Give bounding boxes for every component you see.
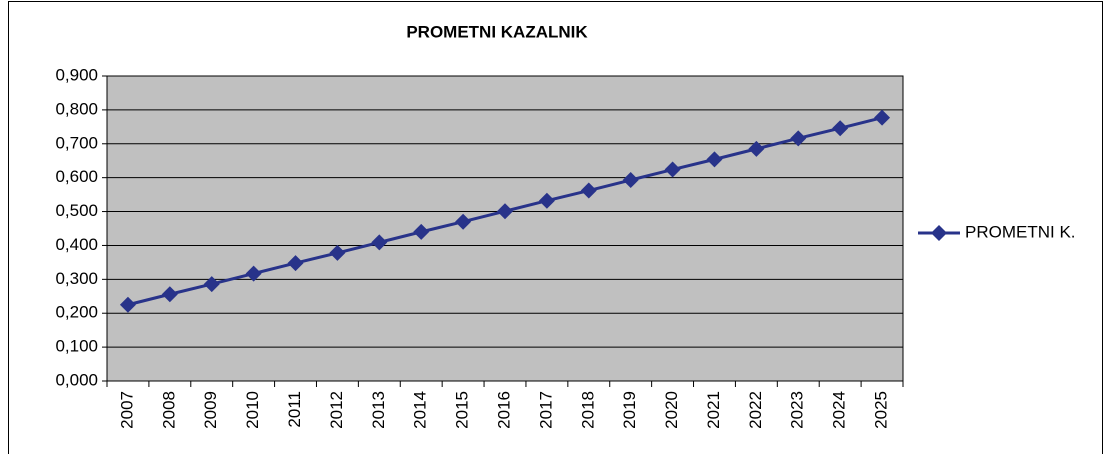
x-tick-label: 2014 bbox=[411, 391, 430, 429]
x-tick-label: 2019 bbox=[620, 391, 639, 429]
x-tick-label: 2016 bbox=[494, 391, 513, 429]
marker bbox=[790, 130, 807, 147]
marker bbox=[287, 255, 304, 272]
y-tick-label: 0,800 bbox=[55, 99, 98, 118]
y-tick-label: 0,900 bbox=[55, 65, 98, 84]
legend-marker bbox=[931, 225, 947, 241]
marker bbox=[245, 265, 262, 282]
x-tick-label: 2023 bbox=[788, 391, 807, 429]
marker bbox=[455, 213, 472, 230]
x-tick-label: 2008 bbox=[159, 391, 178, 429]
marker bbox=[413, 223, 430, 240]
x-tick-label: 2021 bbox=[704, 391, 723, 429]
x-tick-label: 2020 bbox=[662, 391, 681, 429]
x-tick-label: 2007 bbox=[117, 391, 136, 429]
y-tick-label: 0,300 bbox=[55, 269, 98, 288]
marker bbox=[874, 109, 891, 126]
x-tick-label: 2025 bbox=[872, 391, 891, 429]
chart-border bbox=[8, 1, 1103, 454]
y-tick-label: 0,600 bbox=[55, 167, 98, 186]
marker bbox=[203, 276, 220, 293]
marker bbox=[161, 286, 178, 303]
x-tick-label: 2015 bbox=[453, 391, 472, 429]
x-tick-label: 2012 bbox=[327, 391, 346, 429]
marker bbox=[748, 140, 765, 157]
marker bbox=[329, 244, 346, 261]
legend-label: PROMETNI K. bbox=[965, 222, 1076, 241]
x-tick-label: 2013 bbox=[369, 391, 388, 429]
x-tick-label: 2009 bbox=[201, 391, 220, 429]
x-tick-label: 2011 bbox=[285, 391, 304, 428]
y-tick-label: 0,500 bbox=[55, 201, 98, 220]
chart-title: PROMETNI KAZALNIK bbox=[406, 22, 588, 41]
y-tick-label: 0,700 bbox=[55, 133, 98, 152]
marker bbox=[664, 161, 681, 178]
marker bbox=[119, 296, 136, 313]
marker bbox=[371, 234, 388, 251]
marker bbox=[706, 151, 723, 168]
marker bbox=[538, 192, 555, 209]
y-tick-label: 0,400 bbox=[55, 235, 98, 254]
marker bbox=[832, 120, 849, 137]
marker bbox=[622, 172, 639, 189]
y-tick-label: 0,100 bbox=[55, 337, 98, 356]
x-tick-label: 2022 bbox=[746, 391, 765, 429]
x-tick-label: 2017 bbox=[536, 391, 555, 429]
marker bbox=[497, 203, 513, 220]
x-tick-label: 2024 bbox=[830, 391, 849, 429]
plot-area bbox=[106, 75, 904, 382]
x-tick-label: 2010 bbox=[243, 391, 262, 429]
y-tick-label: 0,000 bbox=[55, 370, 98, 389]
x-tick-label: 2018 bbox=[578, 391, 597, 429]
marker bbox=[580, 182, 597, 199]
y-tick-label: 0,200 bbox=[55, 303, 98, 322]
